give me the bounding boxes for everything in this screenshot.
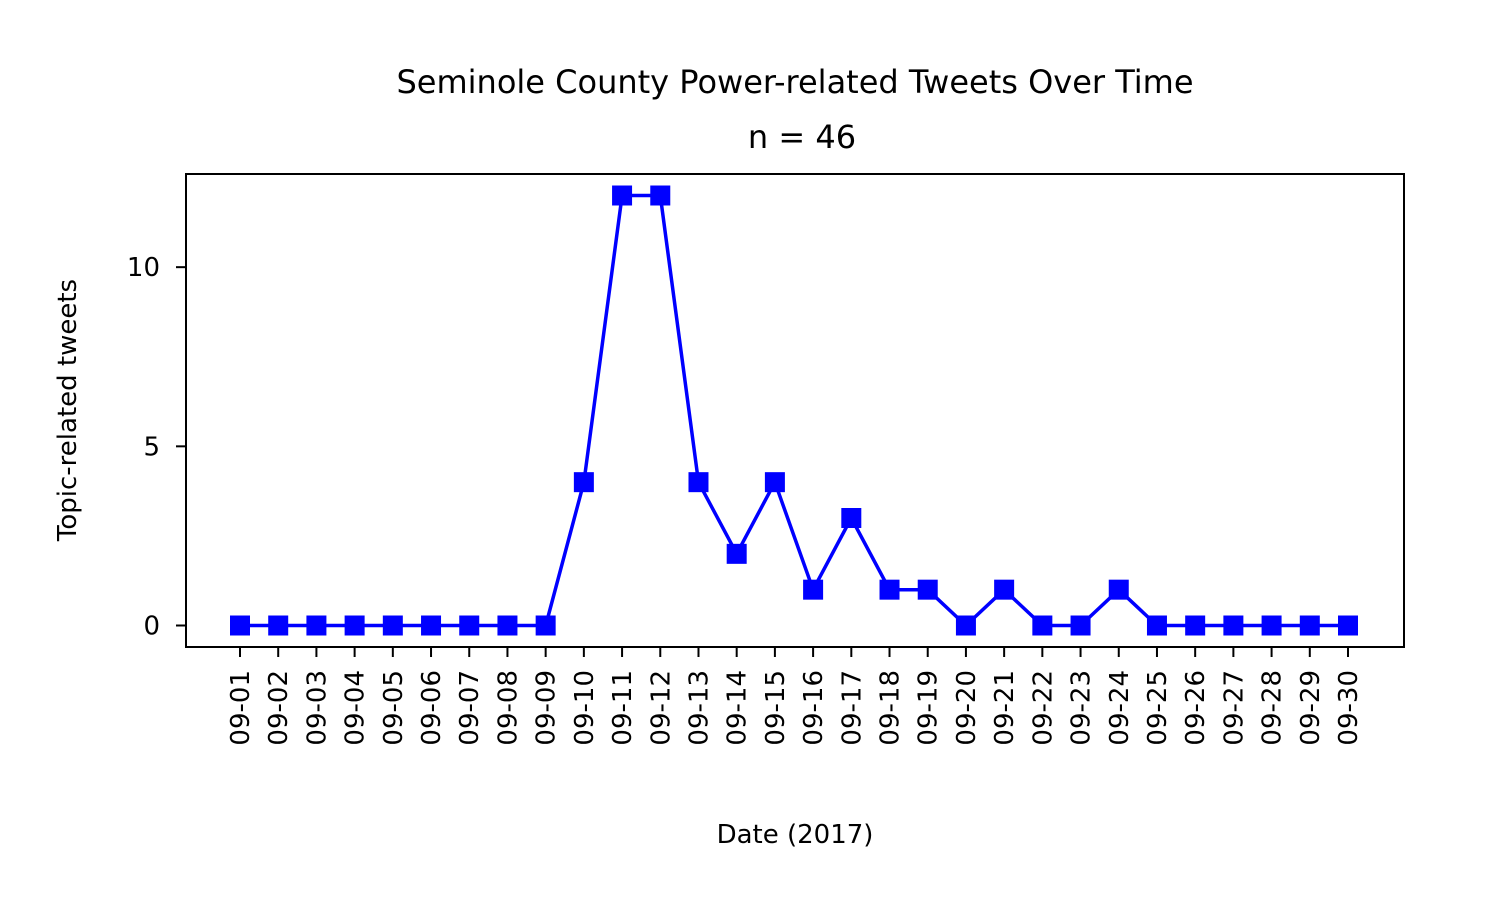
x-tick-label: 09-10 bbox=[570, 670, 600, 746]
data-point-marker bbox=[535, 615, 556, 636]
x-tick-label: 09-04 bbox=[341, 670, 371, 746]
x-tick-label: 09-15 bbox=[761, 670, 791, 746]
x-tick-label: 09-23 bbox=[1067, 670, 1097, 746]
data-point-marker bbox=[955, 615, 976, 636]
data-point-marker bbox=[382, 615, 403, 636]
x-tick-label: 09-03 bbox=[302, 670, 332, 746]
data-point-marker bbox=[1261, 615, 1282, 636]
x-tick-label: 09-30 bbox=[1334, 670, 1364, 746]
series-line bbox=[240, 193, 1348, 628]
x-tick-label: 09-25 bbox=[1143, 670, 1173, 746]
data-point-marker bbox=[497, 615, 518, 636]
data-point-marker bbox=[612, 185, 633, 206]
x-tick-label: 09-12 bbox=[646, 670, 676, 746]
x-tick-label: 09-27 bbox=[1219, 670, 1249, 746]
data-point-marker bbox=[344, 615, 365, 636]
x-tick-label: 09-07 bbox=[455, 670, 485, 746]
data-point-marker bbox=[459, 615, 480, 636]
data-point-marker bbox=[306, 615, 327, 636]
data-point-marker bbox=[803, 579, 824, 600]
x-tick-label: 09-26 bbox=[1181, 670, 1211, 746]
data-point-marker bbox=[726, 543, 747, 564]
data-point-marker bbox=[1108, 579, 1129, 600]
data-point-marker bbox=[764, 472, 785, 493]
x-tick-label: 09-24 bbox=[1105, 670, 1135, 746]
data-point-marker bbox=[1223, 615, 1244, 636]
x-tick-label: 09-14 bbox=[723, 670, 753, 746]
x-tick-label: 09-28 bbox=[1258, 670, 1288, 746]
data-point-marker bbox=[1070, 615, 1091, 636]
data-point-marker bbox=[1146, 615, 1167, 636]
data-point-marker bbox=[573, 472, 594, 493]
x-tick-label: 09-08 bbox=[493, 670, 523, 746]
x-tick-label: 09-09 bbox=[532, 670, 562, 746]
x-tick-label: 09-13 bbox=[684, 670, 714, 746]
data-point-marker bbox=[879, 579, 900, 600]
x-tick-label: 09-02 bbox=[264, 670, 294, 746]
x-tick-label: 09-17 bbox=[837, 670, 867, 746]
x-tick-label: 09-16 bbox=[799, 670, 829, 746]
data-point-marker bbox=[268, 615, 289, 636]
y-tick-label: 0 bbox=[143, 612, 160, 642]
chart-subtitle: n = 46 bbox=[748, 118, 856, 156]
data-point-marker bbox=[421, 615, 442, 636]
data-point-marker bbox=[841, 508, 862, 528]
x-tick-label: 09-01 bbox=[226, 670, 256, 746]
x-tick-label: 09-29 bbox=[1296, 670, 1326, 746]
plot-area: 0 5 10 09-01 09-02 09-03 09-04 09-05 09-06 09-07 0… bbox=[127, 185, 1364, 746]
x-tick-label: 09-06 bbox=[417, 670, 447, 746]
data-point-marker bbox=[1185, 615, 1206, 636]
x-tick-label: 09-21 bbox=[990, 670, 1020, 746]
y-tick-label: 5 bbox=[143, 432, 160, 462]
data-point-marker bbox=[1338, 615, 1358, 636]
x-tick-label: 09-20 bbox=[952, 670, 982, 746]
data-point-marker bbox=[994, 579, 1015, 600]
x-tick-label: 09-05 bbox=[379, 670, 409, 746]
data-point-marker bbox=[230, 615, 250, 636]
y-axis-label: Topic-related tweets bbox=[53, 279, 83, 542]
plot-frame bbox=[185, 173, 1405, 648]
x-tick-label: 09-22 bbox=[1028, 670, 1058, 746]
data-point-marker bbox=[650, 185, 671, 206]
x-axis-label: Date (2017) bbox=[717, 820, 874, 850]
x-tick-label: 09-19 bbox=[914, 670, 944, 746]
data-point-marker bbox=[1032, 615, 1053, 636]
x-tick-label: 09-11 bbox=[608, 670, 638, 746]
y-tick-label: 10 bbox=[127, 253, 160, 283]
data-point-marker bbox=[917, 579, 938, 600]
x-tick-label: 09-18 bbox=[876, 670, 906, 746]
data-point-marker bbox=[1299, 615, 1320, 636]
data-point-marker bbox=[688, 472, 709, 493]
chart-title: Seminole County Power-related Tweets Ove… bbox=[396, 63, 1193, 101]
